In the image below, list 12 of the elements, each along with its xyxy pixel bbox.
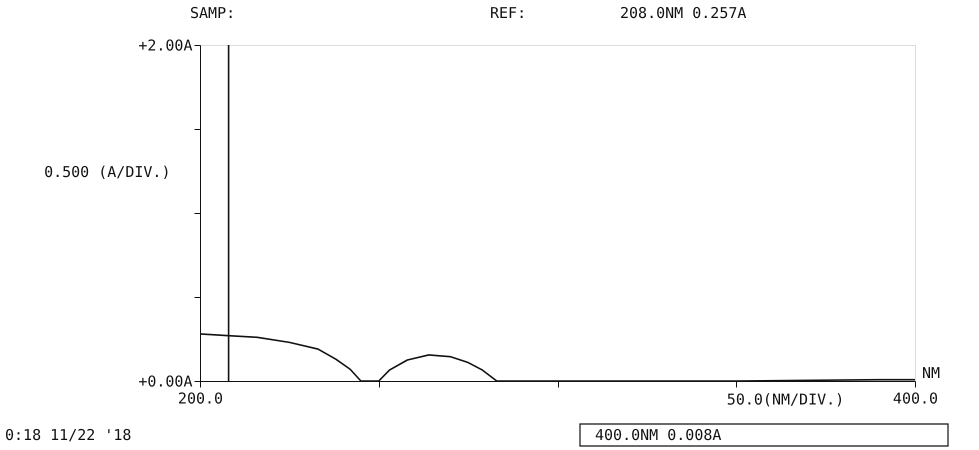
text: NM bbox=[922, 364, 940, 382]
y-tick-label: +2.00A bbox=[138, 36, 192, 54]
y-tick-label: +0.00A bbox=[138, 372, 192, 390]
text: REF: bbox=[490, 4, 526, 22]
y-axis-title: 0.500 (A/DIV.) bbox=[44, 162, 170, 181]
x-axis-title: 50.0(NM/DIV.) bbox=[726, 390, 844, 408]
text: 0:18 11/22 '18 bbox=[5, 426, 132, 444]
x-tick-label: 200.0 bbox=[178, 390, 224, 408]
x-tick-label: 400.0 bbox=[892, 390, 938, 408]
text: 208.0NM 0.257A bbox=[620, 4, 746, 22]
text: 400.0NM 0.008A bbox=[595, 426, 722, 444]
text: SAMP: bbox=[190, 4, 236, 22]
